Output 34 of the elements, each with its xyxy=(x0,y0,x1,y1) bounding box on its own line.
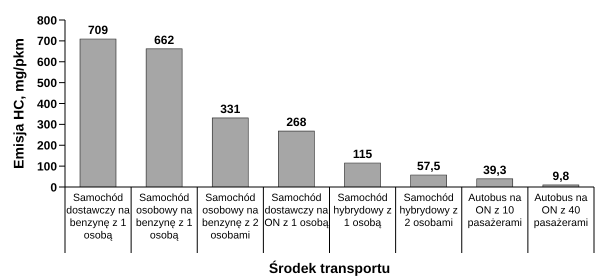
y-tick-label: 600 xyxy=(36,55,58,70)
y-tick-label: 500 xyxy=(36,76,58,90)
y-tick-label: 400 xyxy=(36,96,58,111)
data-label: 268 xyxy=(286,115,307,130)
x-tick-label: Samochód dostawczy na benzynę z 1 osobą xyxy=(66,192,130,242)
x-tick-label: Autobus na ON z 10 pasażerami xyxy=(468,192,522,229)
y-tick-label: 200 xyxy=(36,138,58,153)
x-tick-label: Samochód hybrydowy z 1 osobą xyxy=(333,192,392,229)
x-axis-title: Środek transportu xyxy=(268,260,390,276)
y-tick-label: 0 xyxy=(50,180,58,194)
data-label: 39,3 xyxy=(483,162,507,177)
data-label: 709 xyxy=(88,22,108,37)
data-label: 57,5 xyxy=(416,158,441,173)
data-label: 9,8 xyxy=(552,168,570,183)
y-axis-title: Emisja HC, mg/pkm xyxy=(10,38,27,169)
bar xyxy=(476,178,514,187)
x-tick-label: Samochód osobowy na benzynę z 2 osobami xyxy=(202,192,259,242)
bar xyxy=(344,162,381,187)
bar xyxy=(278,130,315,187)
y-tick-label: 800 xyxy=(36,13,58,28)
data-label: 115 xyxy=(352,146,373,161)
x-tick-label: Samochód dostawczy na ON z 1 osobą xyxy=(264,192,329,229)
x-tick-label: Autobus na ON z 40 pasażerami xyxy=(534,192,588,229)
bar xyxy=(212,118,249,187)
data-label: 331 xyxy=(220,102,241,116)
y-tick-label: 700 xyxy=(36,34,58,48)
y-tick-label: 100 xyxy=(36,159,58,174)
y-tick-label: 300 xyxy=(36,118,58,132)
data-label: 662 xyxy=(154,32,174,47)
bar xyxy=(80,38,116,187)
x-tick-label: Samochód osobowy na benzynę z 1 osobą xyxy=(136,192,193,242)
bar xyxy=(410,174,447,187)
x-tick-label: Samochód hybrydowy z 2 osobami xyxy=(400,192,458,229)
bar xyxy=(146,48,182,187)
